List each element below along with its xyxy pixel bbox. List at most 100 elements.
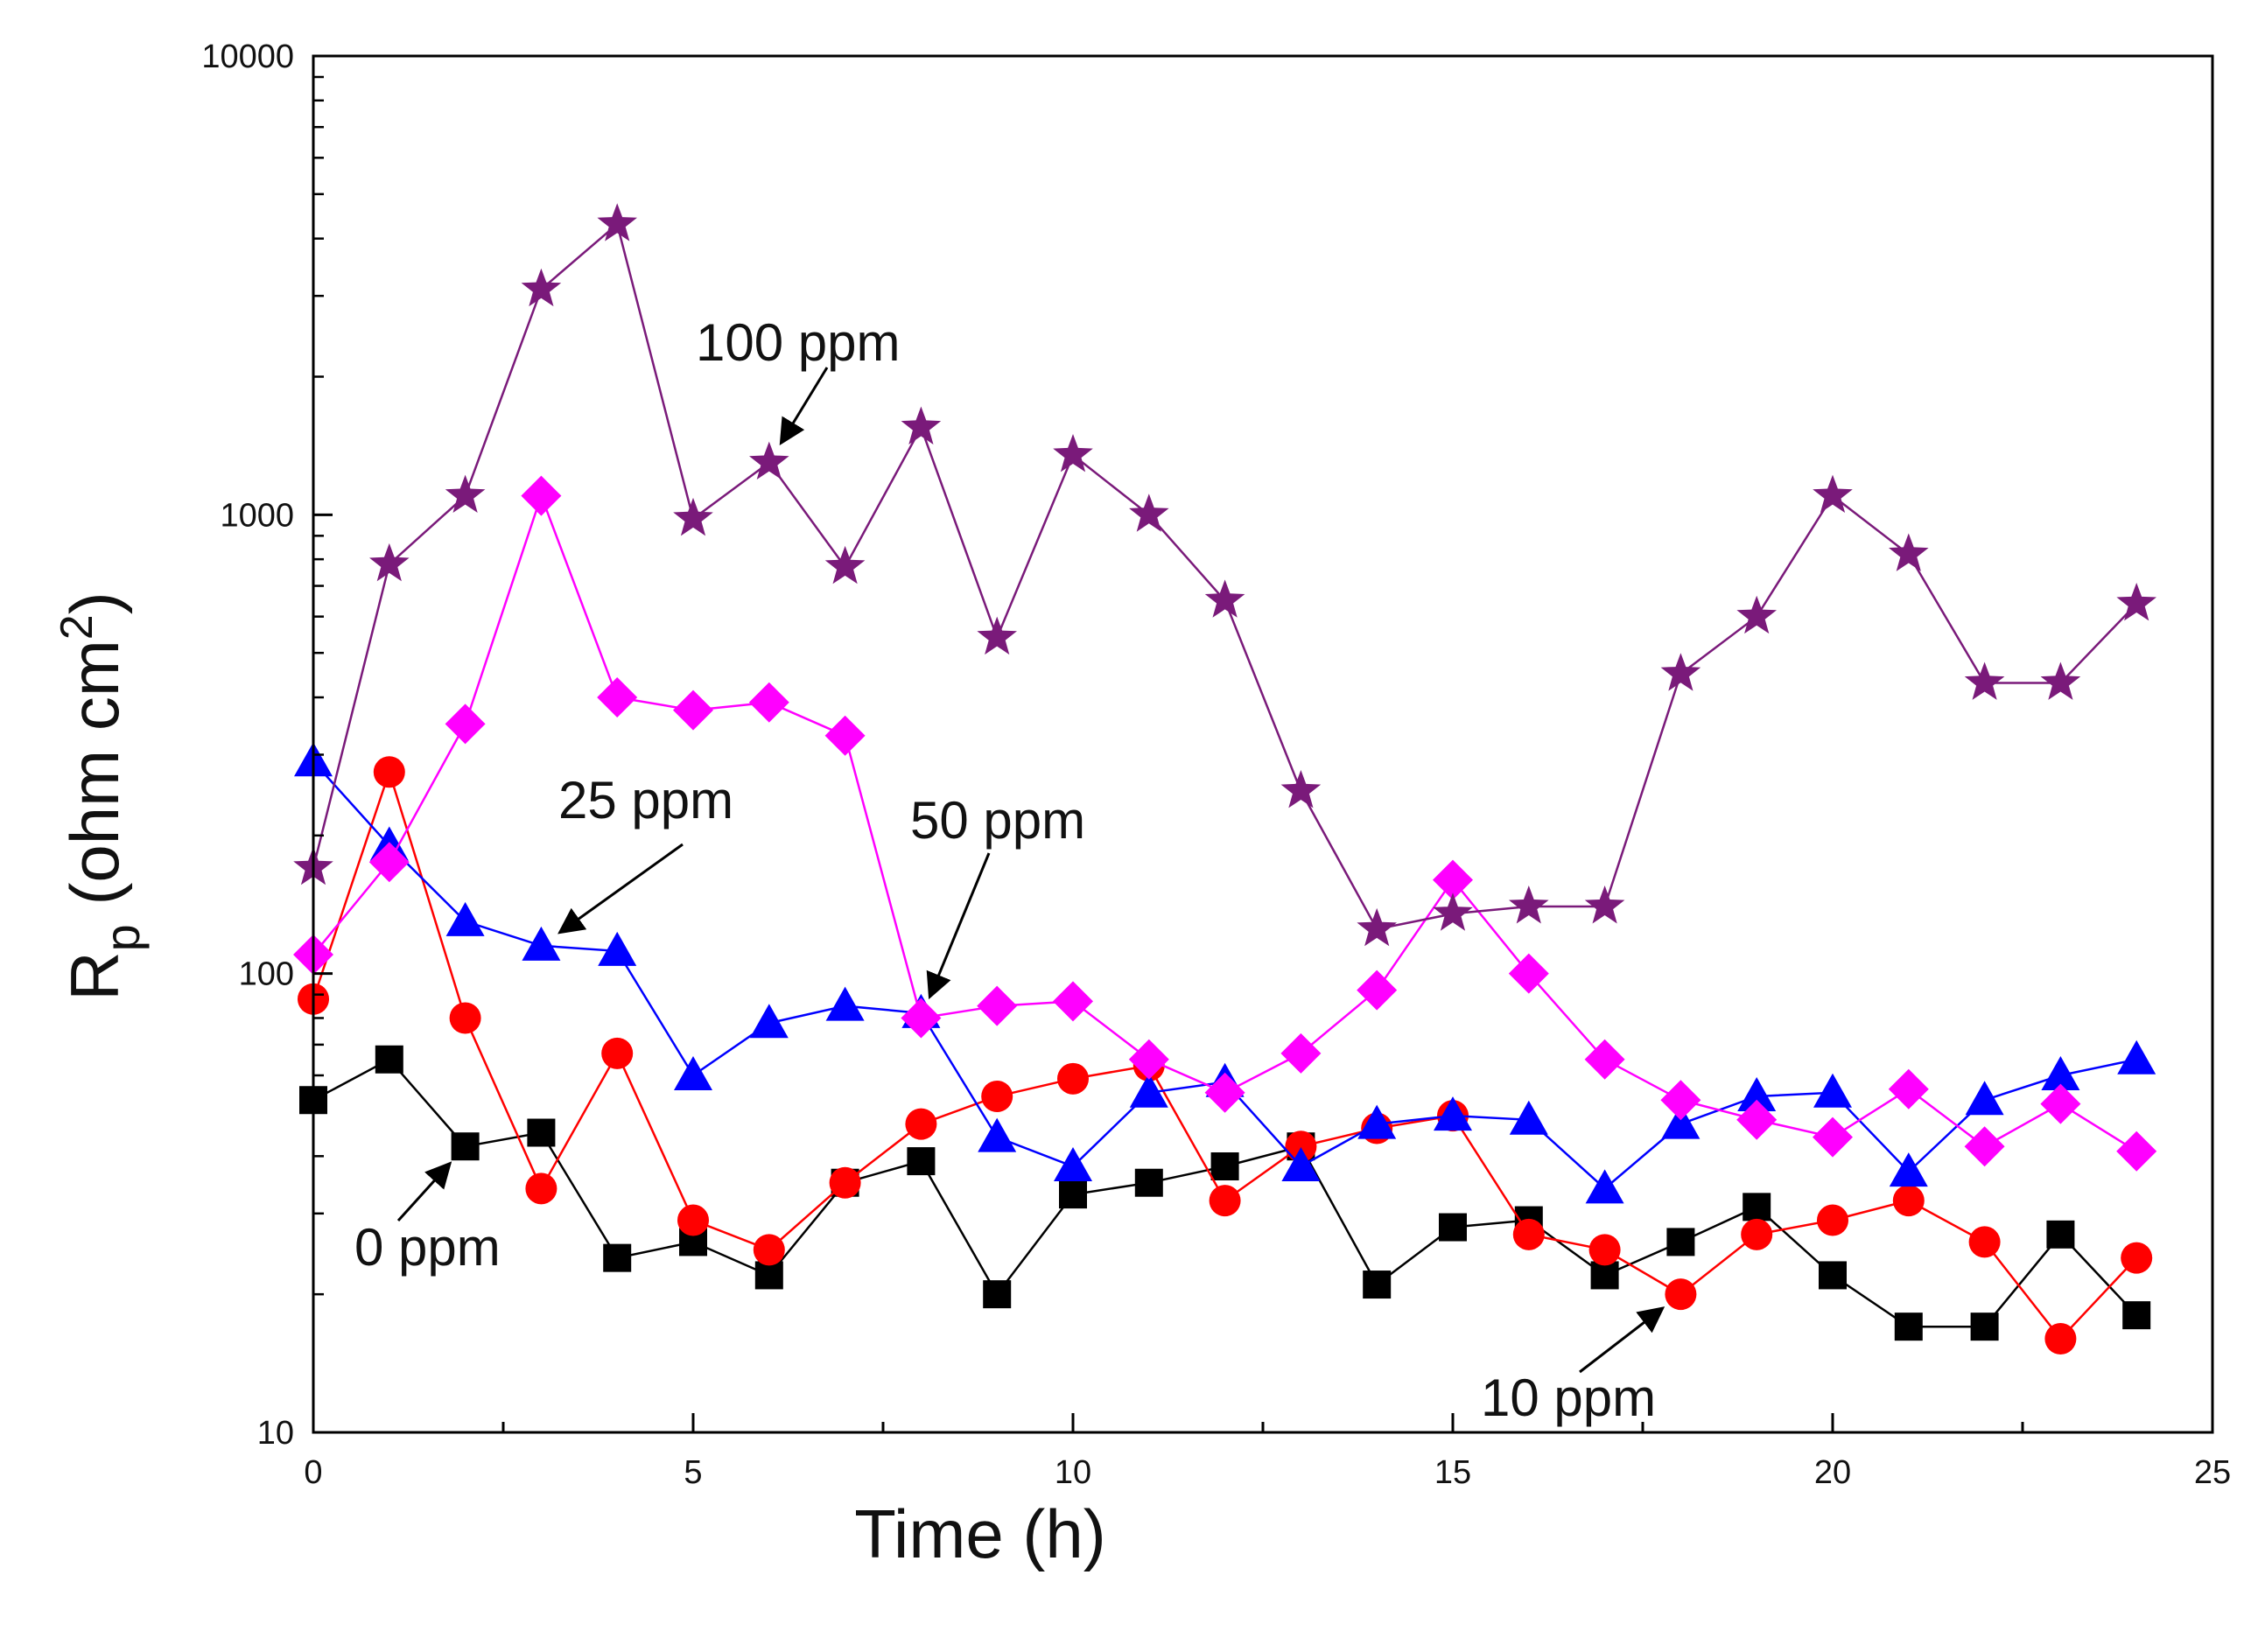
data-point-50-ppm: [901, 998, 942, 1039]
x-tick-label: 25: [2194, 1454, 2231, 1491]
data-point-100-ppm: [1433, 892, 1473, 931]
data-point-0-ppm: [983, 1280, 1012, 1309]
annotation-arrow: [396, 1161, 452, 1222]
data-point-100-ppm: [2040, 662, 2081, 700]
data-point-10-ppm: [1892, 1185, 1925, 1217]
annotation-arrow: [557, 843, 684, 934]
data-point-100-ppm: [1736, 595, 1777, 634]
data-point-25-ppm: [2041, 1055, 2080, 1090]
data-point-0-ppm: [2046, 1220, 2075, 1249]
data-point-100-ppm: [901, 406, 942, 444]
x-tick-label: 0: [304, 1454, 322, 1491]
y-axis-title-sub: p: [95, 924, 150, 951]
x-tick-label: 10: [1055, 1454, 1091, 1491]
annotation-label: 10 ppm: [1481, 1368, 1656, 1427]
data-point-0-ppm: [1970, 1312, 1999, 1341]
data-point-50-ppm: [748, 682, 789, 723]
data-point-0-ppm: [1894, 1312, 1923, 1341]
data-point-100-ppm: [1584, 886, 1625, 924]
data-point-25-ppm: [1661, 1104, 1701, 1139]
y-axis-title-close: ): [56, 592, 133, 614]
series-100-ppm: [293, 203, 2156, 947]
data-point-0-ppm: [1059, 1180, 1087, 1209]
data-point-100-ppm: [977, 616, 1017, 655]
data-point-25-ppm: [1737, 1076, 1777, 1111]
y-axis-title-sup: 2: [52, 614, 102, 640]
data-point-50-ppm: [1204, 1072, 1245, 1113]
data-point-25-ppm: [1281, 1147, 1321, 1182]
data-point-10-ppm: [1741, 1218, 1773, 1250]
data-point-100-ppm: [824, 545, 866, 584]
y-tick-label: 1000: [220, 497, 294, 534]
data-point-25-ppm: [445, 901, 485, 936]
data-point-25-ppm: [522, 926, 561, 961]
data-point-100-ppm: [749, 441, 789, 480]
data-point-100-ppm: [1204, 579, 1245, 618]
data-point-50-ppm: [1736, 1099, 1778, 1140]
data-point-0-ppm: [603, 1243, 632, 1272]
data-point-50-ppm: [1433, 859, 1473, 900]
annotation-arrow: [779, 367, 829, 445]
data-point-25-ppm: [1357, 1104, 1397, 1139]
data-point-50-ppm: [597, 676, 638, 718]
data-point-50-ppm: [824, 715, 866, 756]
data-point-50-ppm: [1660, 1080, 1701, 1121]
data-point-10-ppm: [1968, 1226, 2001, 1258]
data-point-50-ppm: [2116, 1130, 2157, 1172]
annotation-label: 100 ppm: [696, 313, 901, 372]
data-point-0-ppm: [1363, 1270, 1392, 1299]
data-point-50-ppm: [521, 475, 562, 516]
data-point-50-ppm: [1508, 953, 1549, 994]
data-point-25-ppm: [825, 986, 865, 1021]
data-point-50-ppm: [977, 985, 1018, 1026]
data-point-0-ppm: [2122, 1301, 2151, 1330]
annotation-label: 0 ppm: [354, 1218, 501, 1277]
data-point-100-ppm: [521, 268, 562, 307]
data-point-100-ppm: [1509, 886, 1549, 924]
x-axis-title: Time (h): [854, 1495, 1105, 1572]
data-point-25-ppm: [749, 1004, 789, 1039]
data-point-25-ppm: [674, 1055, 712, 1090]
annotation-arrow: [1579, 1306, 1665, 1374]
data-point-10-ppm: [1285, 1130, 1317, 1163]
data-point-100-ppm: [597, 203, 637, 242]
data-point-10-ppm: [905, 1108, 937, 1140]
data-point-10-ppm: [1588, 1234, 1621, 1266]
data-point-50-ppm: [1128, 1039, 1169, 1080]
data-point-25-ppm: [598, 931, 637, 966]
data-point-0-ppm: [1819, 1261, 1847, 1290]
data-point-100-ppm: [1053, 434, 1093, 472]
data-point-25-ppm: [1585, 1169, 1624, 1204]
ticks-layer: 0 5 10 15 20 25 10 100 1000 10000: [201, 38, 2231, 1491]
data-point-10-ppm: [981, 1080, 1013, 1112]
y-axis-title: Rp (ohm cm2): [52, 592, 150, 1000]
data-point-100-ppm: [673, 497, 713, 536]
series-line-10-ppm: [312, 768, 2138, 1340]
data-point-10-ppm: [2044, 1322, 2077, 1354]
data-point-0-ppm: [754, 1261, 783, 1290]
annotation-arrow: [926, 852, 991, 1000]
data-point-0-ppm: [1134, 1168, 1163, 1197]
data-point-25-ppm: [1054, 1147, 1092, 1182]
data-point-25-ppm: [1889, 1152, 1928, 1187]
data-point-0-ppm: [527, 1118, 556, 1147]
data-point-50-ppm: [368, 842, 410, 883]
data-point-10-ppm: [829, 1166, 861, 1199]
annotation-label: 50 ppm: [910, 791, 1085, 850]
data-point-25-ppm: [1813, 1073, 1852, 1108]
data-point-10-ppm: [1512, 1218, 1545, 1250]
data-point-0-ppm: [907, 1147, 936, 1176]
data-point-50-ppm: [2040, 1083, 2081, 1124]
data-point-100-ppm: [1889, 533, 1929, 571]
series-50-ppm: [293, 475, 2157, 1172]
data-point-0-ppm: [1743, 1193, 1771, 1222]
series-10-ppm: [298, 756, 2153, 1354]
data-point-0-ppm: [1666, 1228, 1695, 1256]
annotation-label: 25 ppm: [558, 771, 733, 830]
data-point-10-ppm: [1057, 1062, 1089, 1095]
y-tick-label: 10000: [201, 38, 294, 75]
data-point-50-ppm: [1280, 1032, 1322, 1074]
data-point-100-ppm: [2116, 583, 2156, 621]
data-point-50-ppm: [445, 704, 486, 745]
